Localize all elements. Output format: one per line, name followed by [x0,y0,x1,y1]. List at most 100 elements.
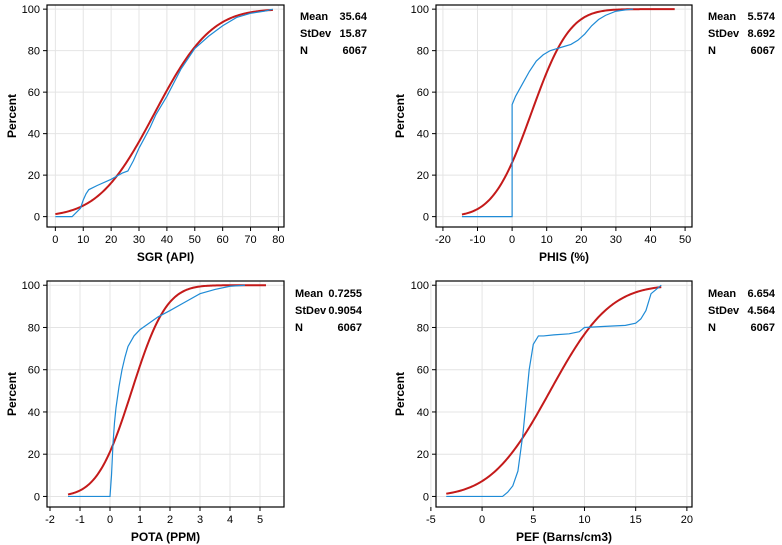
fitted-normal-cdf-line [67,284,266,496]
y-tick-label: 20 [28,170,40,182]
x-tick-label: 10 [578,514,590,526]
x-tick-label: 30 [610,234,622,246]
x-tick-label: 20 [681,514,693,526]
y-tick-label: 60 [28,87,40,99]
y-tick-label: 0 [34,212,40,224]
x-tick-label: 0 [107,514,113,526]
y-axis-label: Percent [393,94,407,138]
stat-mean-value: 5.574 [747,11,775,23]
y-tick-label: 100 [22,280,40,292]
x-tick-label: -1 [75,514,85,526]
fitted-normal-cdf-line [55,8,273,216]
stat-stdev-value: 4.564 [747,305,775,317]
stat-n-value: 6067 [751,322,775,334]
fitted-normal-cdf-line [461,8,675,216]
x-axis-label: SGR (API) [137,250,194,264]
stat-stdev-value: 15.87 [339,28,367,40]
x-axis-label: PHIS (%) [539,250,589,264]
chart-panel-sgr: 0 10 20 30 40 50 60 70 80 0 20 40 60 80 100 SGR (API) Pe… [5,4,368,264]
stat-n-value: 6067 [751,45,775,57]
x-axis-label: POTA (PPM) [131,530,200,544]
y-tick-label: 60 [417,365,429,377]
x-tick-label: 40 [161,234,173,246]
y-tick-label: 0 [423,491,429,503]
y-tick-label: 0 [423,212,429,224]
y-tick-label: 40 [28,129,40,141]
x-tick-label: 50 [189,234,201,246]
stat-mean-label: Mean [300,11,328,23]
x-tick-label: 0 [509,234,515,246]
stat-mean-label: Mean [708,288,736,300]
empirical-cdf-line [55,8,273,218]
stat-stdev-label: StDev [295,305,327,317]
x-tick-label: 30 [133,234,145,246]
x-tick-label: -2 [45,514,55,526]
x-tick-label: -5 [426,514,436,526]
y-tick-label: 20 [28,449,40,461]
stat-n-value: 6067 [343,45,367,57]
chart-panel-pota: -2 -1 0 1 2 3 4 5 0 20 40 60 80 100 POTA (PPM) Percent M… [5,280,363,544]
fitted-normal-cdf-line [446,286,662,495]
x-axis-label: PEF (Barns/cm3) [516,530,612,544]
y-tick-label: 40 [417,407,429,419]
y-axis-label: Percent [5,94,19,138]
x-tick-label: -20 [435,234,451,246]
stat-n-label: N [708,45,716,57]
plot-frame [46,4,285,228]
x-tick-label: 40 [644,234,656,246]
stat-n-label: N [708,322,716,334]
x-tick-label: 10 [77,234,89,246]
stat-n-label: N [295,322,303,334]
empirical-cdf-line [446,284,662,498]
stat-mean-label: Mean [295,288,323,300]
x-tick-label: 0 [479,514,485,526]
y-tick-label: 80 [28,46,40,58]
stat-mean-label: Mean [708,11,736,23]
stat-mean-value: 35.64 [339,11,367,23]
x-tick-label: 20 [575,234,587,246]
stat-mean-value: 6.654 [747,288,775,300]
y-tick-label: 80 [417,46,429,58]
x-tick-label: 50 [679,234,691,246]
x-tick-label: 0 [52,234,58,246]
plot-frame [46,280,285,508]
y-tick-label: 40 [28,407,40,419]
y-tick-label: 0 [34,491,40,503]
x-tick-label: 2 [167,514,173,526]
x-tick-label: 60 [217,234,229,246]
y-tick-label: 20 [417,449,429,461]
empirical-cdf-line [68,284,246,498]
plot-frame [435,280,693,508]
stat-n-value: 6067 [338,322,362,334]
stat-stdev-value: 8.692 [747,28,775,40]
y-tick-label: 60 [28,365,40,377]
y-tick-label: 20 [417,170,429,182]
x-tick-label: 4 [227,514,233,526]
y-tick-label: 100 [22,4,40,16]
stat-stdev-label: StDev [300,28,332,40]
x-tick-label: 3 [197,514,203,526]
stat-n-label: N [300,45,308,57]
y-tick-label: 100 [411,4,429,16]
y-tick-label: 80 [28,322,40,334]
y-tick-label: 100 [411,280,429,292]
stat-stdev-value: 0.9054 [328,305,363,317]
y-tick-label: 80 [417,322,429,334]
x-tick-label: 80 [272,234,284,246]
stat-mean-value: 0.7255 [328,288,362,300]
stat-stdev-label: StDev [708,28,740,40]
empirical-cdf-line [461,8,634,218]
x-tick-label: -10 [470,234,486,246]
y-tick-label: 40 [417,129,429,141]
x-tick-label: 1 [137,514,143,526]
stat-stdev-label: StDev [708,305,740,317]
x-tick-label: 20 [105,234,117,246]
y-axis-label: Percent [393,372,407,416]
x-tick-label: 5 [530,514,536,526]
chart-panel-phis: -20 -10 0 10 20 30 40 50 0 20 40 60 80 100 PHIS (%) Per… [393,4,776,264]
x-tick-label: 15 [630,514,642,526]
plot-frame [435,4,693,228]
chart-panel-pef: -5 0 5 10 15 20 0 20 40 60 80 100 PEF (Barns/cm3) Per… [393,280,776,544]
x-tick-label: 70 [244,234,256,246]
